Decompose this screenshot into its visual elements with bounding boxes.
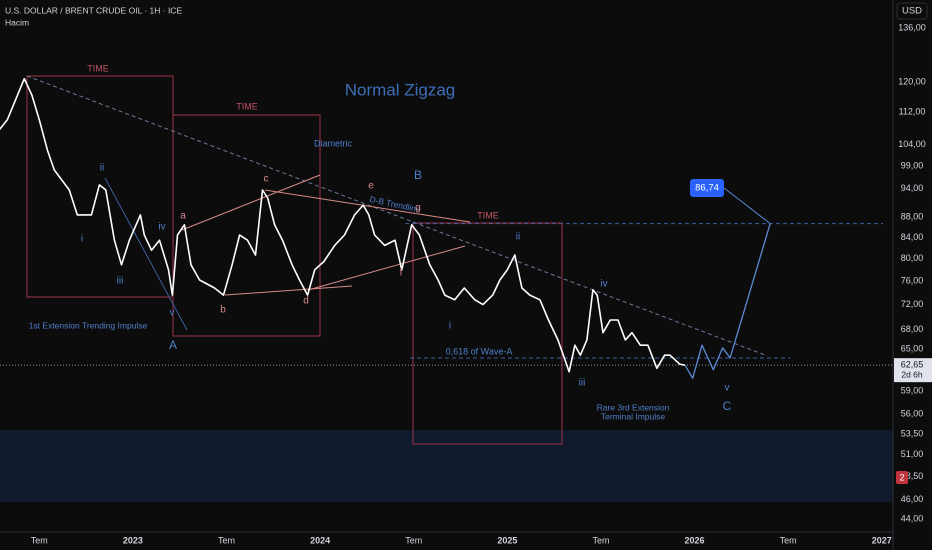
- y-tick-label: 59,00: [901, 386, 924, 396]
- annotation: 1st Extension Trending Impulse: [29, 320, 148, 330]
- annotation: iv: [600, 279, 607, 290]
- channel-line: [104, 177, 188, 331]
- alert-badge-label: 2: [899, 472, 904, 482]
- target-box: [690, 179, 724, 197]
- y-tick-label: 80,00: [901, 253, 924, 263]
- annotation: TIME: [236, 101, 258, 111]
- y-tick-label: 120,00: [898, 77, 926, 87]
- x-tick-label: 2025: [497, 535, 517, 545]
- annotation: B: [414, 168, 422, 182]
- annotation: i: [81, 234, 83, 245]
- x-tick-label: 2023: [123, 535, 143, 545]
- annotation: v: [170, 308, 175, 319]
- y-tick-label: 104,00: [898, 139, 926, 149]
- alert-badge: [896, 471, 908, 484]
- annotation: i: [449, 321, 451, 332]
- x-tick-label: Tem: [405, 535, 422, 545]
- time-box: [412, 222, 563, 445]
- annotation: a: [180, 211, 186, 222]
- annotation: Normal Zigzag: [345, 80, 456, 99]
- annotation: ii: [100, 163, 104, 174]
- annotation: e: [368, 181, 374, 192]
- volume-label: Hacim: [5, 17, 29, 27]
- x-tick-label: 2027: [872, 535, 892, 545]
- y-tick-label: 48,50: [901, 471, 924, 481]
- y-tick-label: 99,00: [901, 160, 924, 170]
- annotation: Rare 3rd Extension: [597, 402, 670, 412]
- annotation: Terminal Impulse: [601, 411, 666, 421]
- x-tick-label: 2024: [310, 535, 330, 545]
- time-box: [172, 114, 321, 337]
- annotation: Diametric: [314, 138, 353, 148]
- x-tick-label: Tem: [592, 535, 609, 545]
- annotation: TIME: [477, 210, 499, 220]
- projection-line: [684, 223, 771, 379]
- x-tick-label: Tem: [780, 535, 797, 545]
- symbol-title: U.S. DOLLAR / BRENT CRUDE OIL · 1H · ICE: [5, 5, 182, 15]
- price-line: [0, 77, 686, 373]
- support-zone: [0, 430, 893, 502]
- y-tick-label: 84,00: [901, 232, 924, 242]
- x-tick-label: Tem: [31, 535, 48, 545]
- annotation: c: [264, 174, 269, 185]
- annotation: 0,618 of Wave-A: [446, 346, 513, 356]
- annotation: TIME: [87, 63, 109, 73]
- y-tick-label: 94,00: [901, 183, 924, 193]
- annotation: v: [725, 383, 730, 394]
- y-tick-label: 65,00: [901, 344, 924, 354]
- y-tick-label: 44,00: [901, 513, 924, 523]
- diametric-line: [181, 174, 321, 231]
- diametric-line: [307, 245, 466, 291]
- y-tick-label: 51,00: [901, 449, 924, 459]
- y-tick-label: 136,00: [898, 22, 926, 32]
- y-tick-label: 46,00: [901, 494, 924, 504]
- y-tick-label: 88,00: [901, 212, 924, 222]
- annotation: C: [723, 399, 732, 413]
- annotation: ii: [516, 232, 520, 243]
- currency-box[interactable]: [896, 2, 928, 20]
- current-price-box: [894, 358, 932, 383]
- diametric-line: [264, 189, 471, 223]
- y-tick-label: 68,00: [901, 324, 924, 334]
- annotation: d: [303, 296, 309, 307]
- annotation: iv: [158, 222, 165, 233]
- target-label: 86,74: [695, 183, 719, 194]
- annotation: iii: [579, 378, 586, 389]
- currency[interactable]: USD: [902, 6, 922, 17]
- current-price-label: 62,65: [901, 360, 924, 370]
- x-tick-label: Tem: [218, 535, 235, 545]
- y-tick-label: 53,50: [901, 428, 924, 438]
- trendline: [26, 75, 766, 356]
- callout-line: [723, 187, 771, 224]
- diametric-line: [224, 285, 353, 296]
- annotation: iii: [117, 276, 124, 287]
- annotation: b: [220, 305, 226, 316]
- annotation: f: [400, 268, 403, 279]
- y-tick-label: 72,00: [901, 299, 924, 309]
- annotation: A: [169, 338, 177, 352]
- y-tick-label: 76,00: [901, 275, 924, 285]
- y-tick-label: 112,00: [899, 107, 926, 117]
- countdown: 2d 6h: [901, 369, 923, 379]
- annotation: g: [415, 203, 421, 214]
- y-tick-label: 56,00: [901, 408, 924, 418]
- x-tick-label: 2026: [685, 535, 705, 545]
